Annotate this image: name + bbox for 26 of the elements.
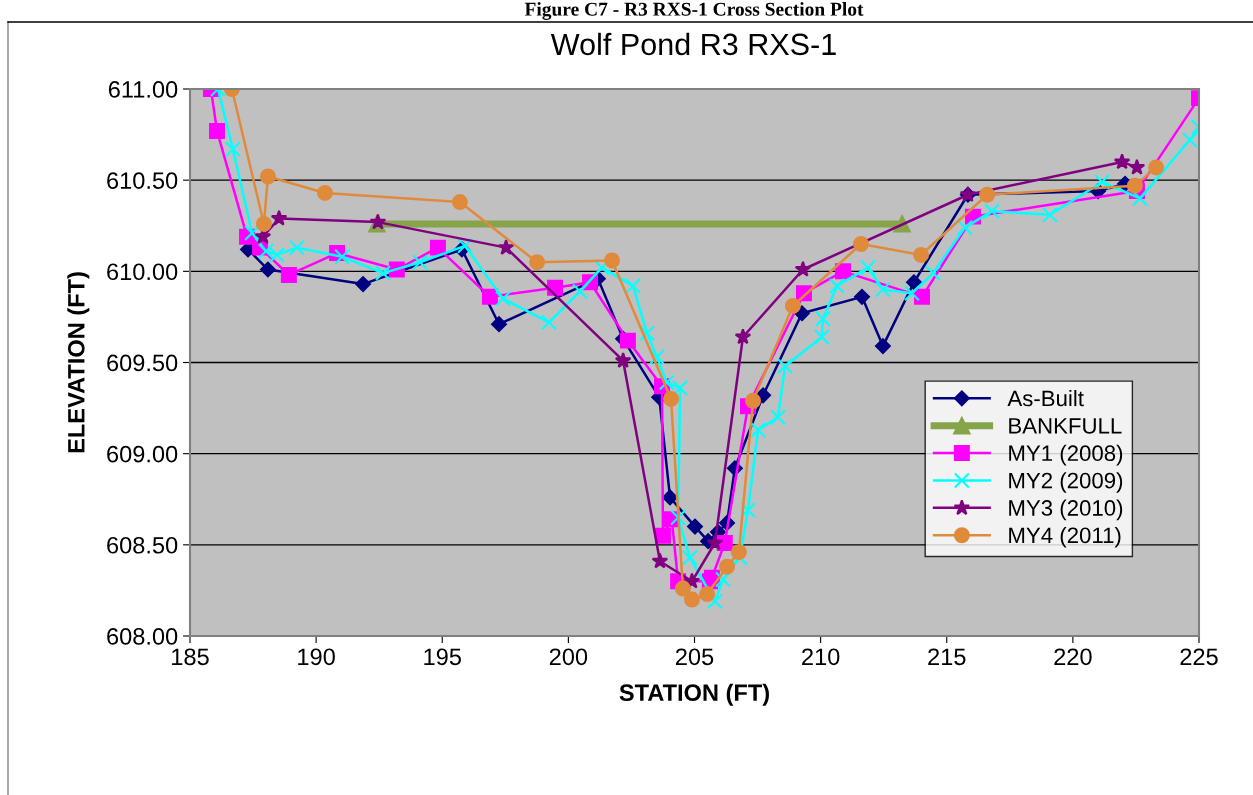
x-tick-label: 210	[802, 648, 840, 666]
y-tick-label: 610.50	[107, 172, 178, 189]
x-tick-label: 190	[298, 648, 335, 666]
x-tick-label: 220	[1054, 648, 1092, 666]
x-tick-label: 225	[1180, 648, 1218, 666]
legend-label: MY3 (2010)	[1009, 499, 1123, 521]
legend-label: BANKFULL	[1009, 418, 1122, 434]
legend-label: As-Built	[1007, 390, 1084, 407]
x-tick-label: 205	[675, 648, 714, 666]
x-tick-label: 195	[424, 648, 461, 666]
caption: Figure C7 - R3 RXS-1 Cross Section Plot	[524, 2, 864, 20]
y-tick-label: 609.50	[107, 354, 178, 372]
x-axis-title: STATION (FT)	[619, 683, 769, 706]
legend-label: MY4 (2011)	[1009, 526, 1121, 548]
y-tick-label: 610.00	[107, 263, 178, 281]
y-tick-label: 611.00	[108, 81, 178, 98]
y-tick-label: 609.00	[107, 445, 178, 463]
y-tick-label: 608.50	[107, 536, 178, 554]
legend-label: MY1 (2008)	[1009, 444, 1123, 466]
legend-label: MY2 (2009)	[1009, 472, 1123, 493]
chart-title: Wolf Pond R3 RXS-1	[550, 32, 836, 56]
x-tick-label: 200	[549, 648, 588, 666]
x-tick-label: 215	[928, 648, 966, 666]
y-axis-title: ELEVATION (FT)	[67, 272, 90, 453]
y-tick-label: 608.00	[107, 628, 178, 645]
x-tick-label: 185	[172, 648, 209, 666]
